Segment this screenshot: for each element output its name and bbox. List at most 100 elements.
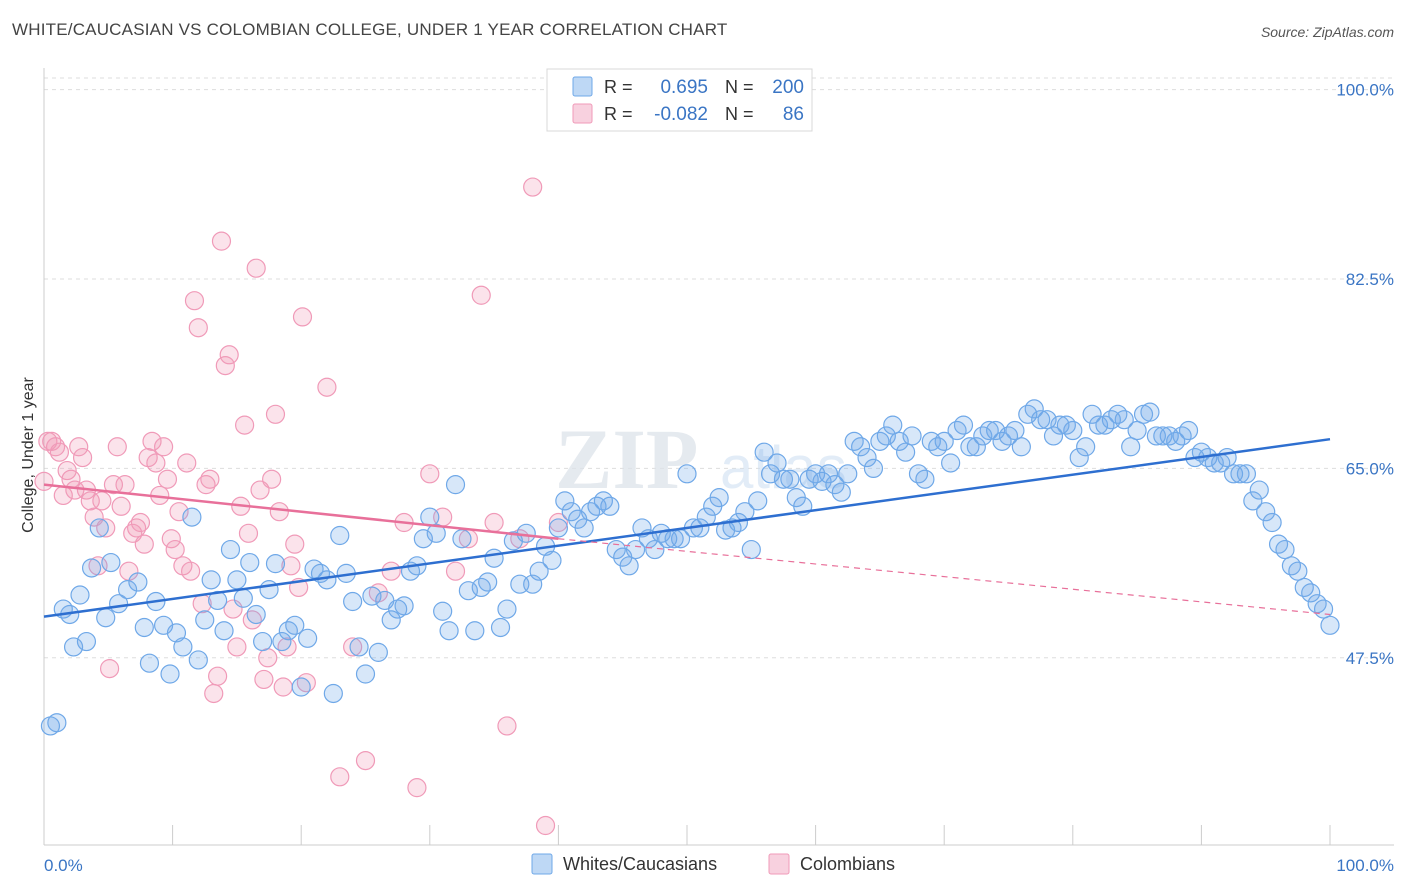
whites-point [748, 491, 768, 511]
whites-point [362, 586, 382, 606]
colombians-point [445, 561, 466, 581]
colombians-point [211, 231, 232, 251]
whites-point [96, 608, 116, 628]
colombians-point [181, 561, 201, 581]
whites-point [89, 518, 109, 538]
whites-point [227, 570, 247, 590]
whites-point [173, 637, 193, 657]
whites-point [285, 615, 305, 635]
whites-point [548, 518, 569, 538]
whites-point [1230, 464, 1250, 484]
chart-title: WHITE/CAUCASIAN VS COLOMBIAN COLLEGE, UN… [12, 20, 728, 39]
whites-point [1069, 447, 1089, 468]
whites-point [214, 621, 234, 641]
whites-point [117, 580, 138, 600]
whites-point [343, 591, 363, 612]
colombians-point [273, 677, 293, 697]
whites-point [497, 599, 517, 619]
whites-point [330, 525, 350, 546]
colombians-point [355, 750, 376, 771]
whites-point [1127, 420, 1147, 441]
colombians-point [200, 469, 220, 489]
colombians-point [72, 447, 93, 468]
whites-point [1301, 583, 1321, 603]
whites-point [818, 464, 839, 484]
colombians-point [317, 377, 337, 397]
legend-top-n-value-whites: 200 [772, 77, 804, 98]
colombians-point [420, 464, 440, 484]
colombians-point [146, 453, 166, 473]
whites-point [134, 617, 154, 638]
colombians-point [80, 491, 100, 511]
whites-point [368, 642, 388, 662]
whites-point [259, 580, 279, 600]
colombians-point [208, 666, 228, 686]
whites-point [220, 539, 241, 560]
colombians-point [265, 404, 286, 424]
whites-point [452, 529, 472, 549]
whites-point [825, 475, 845, 495]
whites-point [291, 677, 311, 697]
whites-point [645, 539, 665, 560]
colombians-point [254, 669, 274, 690]
colombians-point [235, 415, 255, 435]
whites-point [606, 539, 626, 560]
whites-point [979, 420, 999, 441]
watermark-zip: ZIP [555, 411, 698, 507]
colombians-point [497, 716, 517, 736]
whites-point [323, 683, 343, 704]
colombians-point [535, 815, 556, 836]
colombians-point [142, 431, 162, 451]
colombians-point [471, 285, 491, 305]
y-tick-label: 47.5% [1346, 649, 1394, 668]
y-tick-labels: 47.5% 65.0% 82.5% 100.0% [1336, 81, 1394, 668]
legend-bottom-swatch-whites [531, 853, 553, 875]
whites-point [47, 713, 67, 733]
x-tick-label-start: 0.0% [44, 856, 83, 875]
colombians-point [292, 307, 313, 327]
colombians-point [285, 534, 305, 554]
colombians-point [258, 648, 278, 668]
whites-point [767, 453, 787, 473]
colombians-point [246, 258, 266, 278]
whites-point [1114, 410, 1134, 430]
whites-point [101, 552, 121, 573]
legend-bottom-swatch-colombians [768, 853, 790, 875]
colombians-trend-line [43, 483, 559, 540]
colombians-point [277, 637, 297, 657]
whites-point [128, 572, 148, 592]
legend-top-swatch-whites [572, 76, 593, 97]
colombians-point [99, 659, 120, 679]
colombians-point [103, 475, 124, 495]
whites-point [1063, 420, 1083, 441]
whites-point [349, 637, 369, 657]
colombians-point [188, 318, 208, 338]
whites-point [394, 596, 414, 616]
colombians-point [111, 496, 131, 516]
colombians-point [381, 561, 401, 581]
whites-point [677, 464, 697, 484]
colombians-point [192, 594, 212, 614]
whites-point [625, 539, 646, 560]
whites-point [265, 554, 286, 574]
whites-point [902, 426, 922, 446]
whites-point [542, 550, 562, 570]
whites-point [857, 447, 877, 468]
colombians-point [161, 529, 181, 549]
colombians-point [204, 683, 224, 704]
whites-point [233, 588, 253, 608]
whites-point [1121, 437, 1141, 457]
whites-point [555, 491, 575, 511]
whites-point [317, 570, 337, 590]
whites-point [966, 437, 986, 457]
whites-point [1262, 512, 1282, 533]
whites-point [851, 437, 871, 457]
whites-point [1082, 404, 1102, 424]
colombians-point [96, 518, 116, 538]
colombians-point [262, 469, 282, 489]
axes [43, 68, 1394, 846]
whites-points [40, 399, 1340, 736]
legend-top-r-label-whites: R = [604, 77, 633, 97]
legend-bottom: Whites/Caucasians Colombians [531, 853, 895, 875]
